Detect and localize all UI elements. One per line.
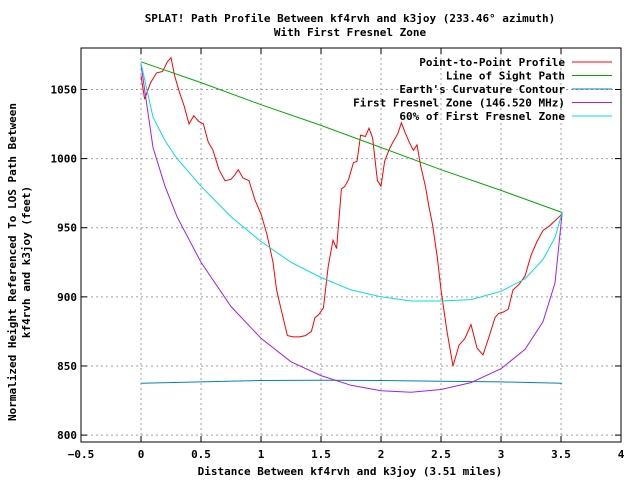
x-tick-label: 1.5 [311,448,331,461]
y-tick-label: 1050 [51,83,78,96]
x-tick-label: 3.5 [551,448,571,461]
legend-label-fresnel-60: 60% of First Fresnel Zone [399,110,565,123]
x-tick-label: 1 [258,448,265,461]
chart-subtitle: With First Fresnel Zone [274,26,427,39]
legend-label-fresnel-zone: First Fresnel Zone (146.520 MHz) [353,97,565,110]
y-axis-label-line-1: Normalized Height Referenced To LOS Path… [6,103,19,421]
y-tick-label: 950 [57,222,77,235]
plot-frame [80,47,622,443]
y-tick-label: 1000 [51,153,78,166]
y-tick-label: 800 [57,429,77,442]
x-tick-label: 0 [138,448,145,461]
grid [80,48,622,442]
series-line-fresnel-zone [140,64,563,393]
y-axis-label: Normalized Height Referenced To LOS Path… [6,103,33,421]
x-tick-label: −0.5 [68,448,95,461]
y-axis-label-line-2: kf4rvh and k3joy (feet) [20,186,33,338]
x-tick-label: 0.5 [191,448,211,461]
legend-label-profile: Point-to-Point Profile [419,56,565,69]
series-line-line-of-sight [140,61,563,213]
series-group [140,56,563,393]
legend-label-line-of-sight: Line of Sight Path [446,70,565,83]
y-tick-label: 900 [57,291,77,304]
series-line-profile [140,56,563,367]
series-line-earth-curvature [140,379,563,384]
x-tick-label: 2.5 [431,448,451,461]
y-tick-label: 850 [57,360,77,373]
legend-label-earth-curvature: Earth's Curvature Contour [399,83,565,96]
tick-labels: −0.5 0 0.5 1 1.5 2 2.5 3 3.5 4 800 850 900 950 1000 105… [51,48,625,461]
chart-title: SPLAT! Path Profile Between kf4rvh and k… [145,12,556,25]
x-tick-label: 4 [618,448,625,461]
series-line-fresnel-60 [140,63,563,302]
x-tick-label: 2 [378,448,385,461]
x-tick-label: 3 [498,448,505,461]
x-axis-label: Distance Between kf4rvh and k3joy (3.51 … [198,465,503,478]
